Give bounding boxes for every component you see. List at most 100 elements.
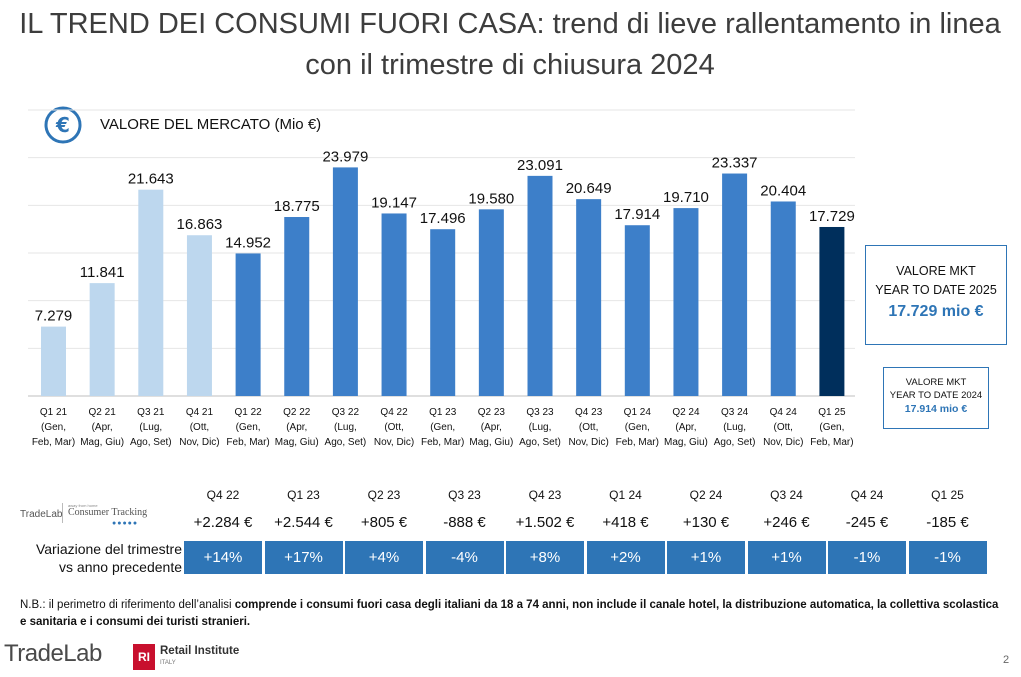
variation-quarter-label: Q4 22 <box>206 488 240 502</box>
bar-q1-23 <box>430 229 456 396</box>
tick-sublabel: (Lug, <box>529 422 552 433</box>
tick-label: Q4 21 <box>186 407 214 418</box>
tick-sublabel: Ago, Set) <box>519 437 561 448</box>
bar-q4-23 <box>576 199 602 396</box>
ytd-2025-box: VALORE MKT YEAR TO DATE 2025 17.729 mio … <box>865 245 1007 345</box>
tick-sublabel: Feb, Mar) <box>421 437 464 448</box>
data-label: 11.841 <box>80 264 125 281</box>
variation-quarter-label: Q2 23 <box>367 488 401 502</box>
variation-label: Variazione del trimestre vs anno precede… <box>20 540 182 576</box>
tick-sublabel: Feb, Mar) <box>616 437 659 448</box>
tick-sublabel: (Ott, <box>190 422 209 433</box>
tick-label: Q3 24 <box>721 407 749 418</box>
tick-label: Q1 24 <box>624 407 652 418</box>
data-label: 18.775 <box>274 198 320 215</box>
tick-sublabel: Ago, Set) <box>130 437 172 448</box>
variation-pct-badge: +14% <box>184 541 262 574</box>
tick-sublabel: (Apr, <box>481 422 502 433</box>
variation-abs-value: +246 € <box>763 514 810 531</box>
tick-sublabel: (Lug, <box>334 422 357 433</box>
logo-brand: TradeLab <box>20 509 63 520</box>
tick-sublabel: (Apr, <box>286 422 307 433</box>
variation-quarter-label: Q2 24 <box>689 488 723 502</box>
variation-quarter-label: Q1 23 <box>287 488 320 502</box>
tick-label: Q2 22 <box>283 407 311 418</box>
data-label: 17.914 <box>614 206 660 223</box>
tick-label: Q1 23 <box>429 407 457 418</box>
variation-pct-badge: +8% <box>506 541 584 574</box>
variation-pct-badge: -1% <box>908 541 987 574</box>
page-title: IL TREND DEI CONSUMI FUORI CASA: trend d… <box>19 8 1001 81</box>
bar-q1-22 <box>235 253 261 396</box>
variation-quarter-label: Q4 23 <box>528 488 562 502</box>
data-label: 17.729 <box>809 208 855 225</box>
tick-sublabel: Mag, Giu) <box>664 437 708 448</box>
logo-separator <box>62 503 63 523</box>
variation-pct-badge: +1% <box>747 541 826 574</box>
tick-sublabel: (Gen, <box>41 422 66 433</box>
data-label: 20.404 <box>760 182 806 199</box>
variation-abs-value: +130 € <box>682 514 730 531</box>
tick-label: Q2 24 <box>672 407 700 418</box>
bar-q3-24 <box>722 173 748 396</box>
variation-pct-badge: +2% <box>586 541 665 574</box>
retail-institute-logo: RI Retail Institute ITALY <box>133 644 273 670</box>
tick-sublabel: (Gen, <box>236 422 261 433</box>
variation-abs-value: +418 € <box>602 514 649 531</box>
variation-abs-value: +805 € <box>360 514 408 531</box>
page-number: 2 <box>1003 654 1010 666</box>
variation-pct-badge: -1% <box>828 541 906 574</box>
data-label: 23.979 <box>322 148 368 165</box>
tick-label: Q4 22 <box>380 407 408 418</box>
chart-subtitle: VALORE DEL MERCATO (Mio €) <box>100 116 322 133</box>
tick-sublabel: (Gen, <box>625 422 650 433</box>
variation-quarter-label: Q1 25 <box>931 488 964 502</box>
tradelab-logo: TradeLab <box>4 640 102 667</box>
ri-name: Retail Institute <box>160 645 240 657</box>
tick-sublabel: Mag, Giu) <box>275 437 319 448</box>
data-label: 23.337 <box>712 155 758 172</box>
tick-sublabel: (Gen, <box>819 422 844 433</box>
tick-sublabel: Feb, Mar) <box>226 437 269 448</box>
variation-abs-value: -245 € <box>845 514 889 531</box>
variation-abs-value: +2.544 € <box>274 514 333 531</box>
tick-label: Q1 21 <box>40 407 68 418</box>
bar-q2-23 <box>478 209 504 396</box>
ri-badge: RI <box>133 644 155 670</box>
variation-pct-badge: -4% <box>425 541 504 574</box>
variation-abs-value: -888 € <box>443 514 486 531</box>
tick-label: Q2 21 <box>89 407 117 418</box>
bar-q2-24 <box>673 208 699 396</box>
tick-label: Q3 22 <box>332 407 360 418</box>
variation-label-line1: Variazione del trimestre <box>35 541 182 557</box>
bar-q3-22 <box>332 167 358 396</box>
bar-q2-22 <box>284 217 310 396</box>
variation-quarter-label: Q3 24 <box>770 488 803 502</box>
tick-label: Q1 25 <box>818 407 846 418</box>
ytd-2024-line2: YEAR TO DATE 2024 <box>889 390 983 401</box>
variation-pct-badge: +4% <box>345 541 423 574</box>
variation-abs-value: +1.502 € <box>515 514 575 531</box>
bar-q4-21 <box>186 235 212 396</box>
tick-sublabel: Mag, Giu) <box>469 437 513 448</box>
variation-abs-value: -185 € <box>926 514 969 531</box>
bar-q1-25 <box>819 226 845 396</box>
variation-pct-badge: +1% <box>667 541 745 574</box>
bar-q1-21 <box>41 326 66 396</box>
tick-sublabel: Nov, Dic) <box>568 437 608 448</box>
bar-q2-21 <box>89 283 115 396</box>
tick-sublabel: Mag, Giu) <box>80 437 124 448</box>
tick-sublabel: (Gen, <box>430 422 455 433</box>
data-label: 21.643 <box>128 171 174 188</box>
variation-quarter-label: Q3 23 <box>448 488 481 502</box>
bar-q4-24 <box>770 201 796 396</box>
variation-label-line2: vs anno precedente <box>59 559 182 575</box>
tick-sublabel: Nov, Dic) <box>374 437 414 448</box>
ytd-2024-value: 17.914 mio € <box>904 403 968 415</box>
ytd-2024-box: VALORE MKT YEAR TO DATE 2024 17.914 mio … <box>883 367 989 429</box>
tick-sublabel: (Lug, <box>723 422 746 433</box>
tick-sublabel: Nov, Dic) <box>763 437 803 448</box>
bar-q3-21 <box>138 189 164 396</box>
tick-sublabel: (Lug, <box>139 422 162 433</box>
